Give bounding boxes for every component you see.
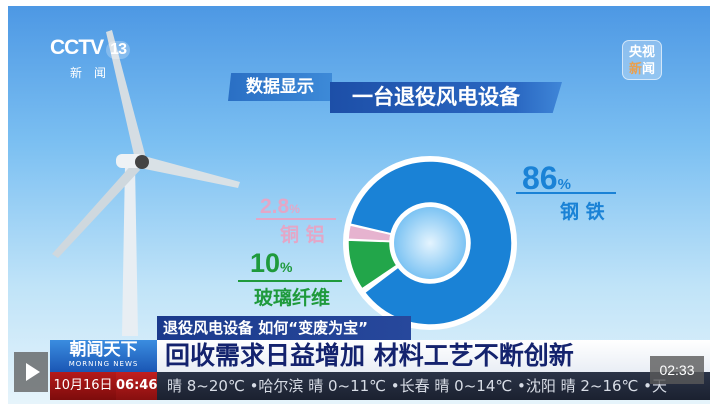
video-duration: 02:33	[650, 356, 704, 384]
broadcast-time: 06:46	[116, 372, 157, 400]
turbine-blade	[106, 30, 146, 164]
turbine-hub	[135, 155, 149, 169]
donut-hole	[394, 207, 466, 279]
cctv-news-watermark: 央视 新闻	[622, 40, 662, 80]
glass-value: 10%	[250, 248, 293, 278]
steel-label: 钢 铁	[560, 201, 605, 223]
program-logo: 朝闻天下 MORNING NEWS	[50, 340, 157, 372]
turbine-tower	[122, 164, 138, 336]
steel-value: 86%	[522, 160, 571, 196]
copper-label: 铜 铝	[280, 224, 325, 246]
donut-chart	[343, 156, 517, 330]
play-button[interactable]	[14, 352, 48, 392]
news-subtitle: 退役风电设备 如何“变废为宝”	[157, 316, 411, 340]
copper-underline	[256, 218, 336, 220]
weather-ticker: 晴 8~20℃ •哈尔滨 晴 0~11℃ •长春 晴 0~14℃ •沈阳 晴 2…	[157, 372, 710, 400]
cctv-logo: CCTV 13	[50, 36, 130, 60]
turbine-blade	[52, 162, 140, 258]
cctv-logo-subtitle: 新闻	[70, 66, 119, 80]
glass-underline	[238, 280, 342, 282]
video-frame[interactable]: CCTV 13 新闻 央视 新闻 数据显示 一台退役风电设备 86% 钢 铁 2.…	[8, 6, 710, 404]
wind-turbine-illustration	[52, 30, 240, 336]
news-headline: 回收需求日益增加 材料工艺不断创新	[157, 340, 710, 372]
glass-label: 玻璃纤维	[254, 287, 331, 309]
steel-underline	[516, 192, 616, 194]
chart-title: 一台退役风电设备	[330, 82, 562, 113]
broadcast-date: 10月16日	[50, 372, 116, 400]
data-tag: 数据显示	[228, 73, 332, 101]
copper-value: 2.8%	[260, 195, 300, 218]
turbine-blade	[140, 156, 240, 188]
